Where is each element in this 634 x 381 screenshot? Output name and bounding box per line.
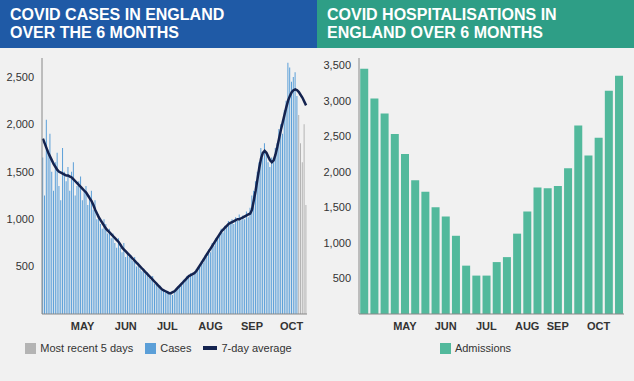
html-text:7-day average: 7-day average	[221, 342, 292, 354]
svg-text:2,000: 2,000	[323, 166, 351, 178]
svg-text:MAY: MAY	[393, 320, 417, 332]
svg-text:1,000: 1,000	[323, 237, 351, 249]
svg-text:JUN: JUN	[115, 320, 137, 332]
html-text:COVID CASES IN ENGLAND OVER TH: COVID CASES IN ENGLAND OVER THE 6 MONTHS	[10, 6, 225, 41]
svg-text:2,500: 2,500	[8, 71, 34, 83]
svg-text:JUN: JUN	[435, 320, 457, 332]
svg-text:500: 500	[16, 260, 34, 272]
svg-text:2,500: 2,500	[323, 130, 351, 142]
svg-text:AUG: AUG	[198, 320, 222, 332]
svg-text:JUL: JUL	[476, 320, 497, 332]
svg-text:3,500: 3,500	[323, 59, 351, 71]
svg-text:1,000: 1,000	[8, 213, 34, 225]
svg-text:AUG: AUG	[515, 320, 539, 332]
svg-text:3,000: 3,000	[323, 95, 351, 107]
svg-text:2,000: 2,000	[8, 118, 34, 130]
svg-text:JUL: JUL	[157, 320, 178, 332]
html-text:Most recent 5 days: Most recent 5 days	[40, 342, 134, 354]
svg-text:SEP: SEP	[241, 320, 263, 332]
svg-text:500: 500	[333, 272, 351, 284]
svg-text:OCT: OCT	[587, 320, 611, 332]
html-text:Cases: Cases	[160, 342, 192, 354]
html-text:Admissions: Admissions	[454, 342, 512, 354]
html-text:COVID HOSPITALISATIONS IN ENGL: COVID HOSPITALISATIONS IN ENGLAND OVER 6…	[327, 6, 557, 41]
svg-text:1,500: 1,500	[323, 201, 351, 213]
svg-text:1,500: 1,500	[8, 166, 34, 178]
svg-text:SEP: SEP	[547, 320, 569, 332]
svg-text:MAY: MAY	[71, 320, 95, 332]
svg-text:OCT: OCT	[280, 320, 304, 332]
